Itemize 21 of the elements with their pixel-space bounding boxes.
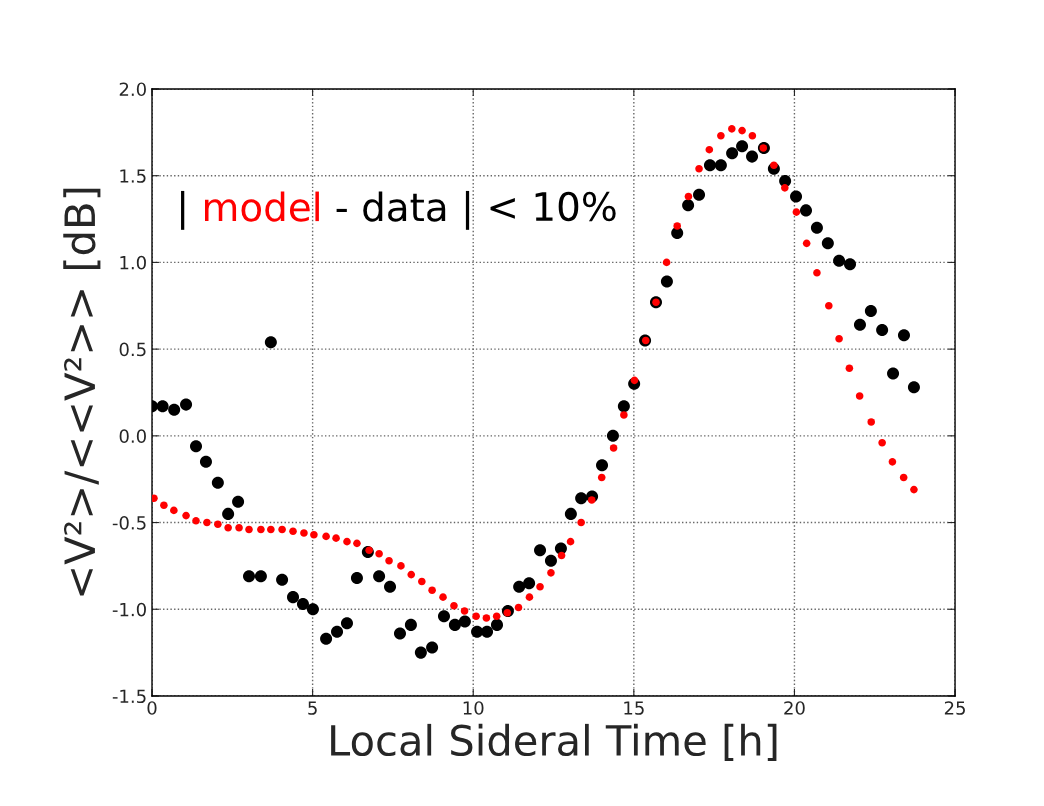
y-tick-label: 1.0 xyxy=(120,255,146,270)
annotation: - xyxy=(336,208,347,213)
y-tick-label: 0.0 xyxy=(119,429,146,443)
x-tick-label: 5 xyxy=(308,701,317,715)
x-tick-label: 20 xyxy=(784,701,805,715)
x-axis-title: Local Sideral Time [h] xyxy=(331,723,777,762)
annotation: | < 10% xyxy=(465,190,616,230)
y-tick-label: -1.0 xyxy=(112,602,146,617)
annotation: | xyxy=(181,190,185,230)
text: model xyxy=(205,191,319,222)
y-tick-label: 0.5 xyxy=(119,342,146,357)
x-tick-label: 25 xyxy=(944,701,965,715)
y-axis-title: <V²>/<<V²>> [dB] xyxy=(63,188,101,596)
x-tick-label: 0 xyxy=(147,701,157,715)
y-tick-label: -1.5 xyxy=(112,689,146,704)
y-tick-label: -0.5 xyxy=(112,516,146,530)
text: data xyxy=(363,191,446,222)
y-tick-label: 1.5 xyxy=(120,169,146,183)
x-tick-label: 15 xyxy=(624,701,644,715)
y-tick-label: 2.0 xyxy=(119,82,146,97)
x-tick-label: 10 xyxy=(463,701,484,715)
